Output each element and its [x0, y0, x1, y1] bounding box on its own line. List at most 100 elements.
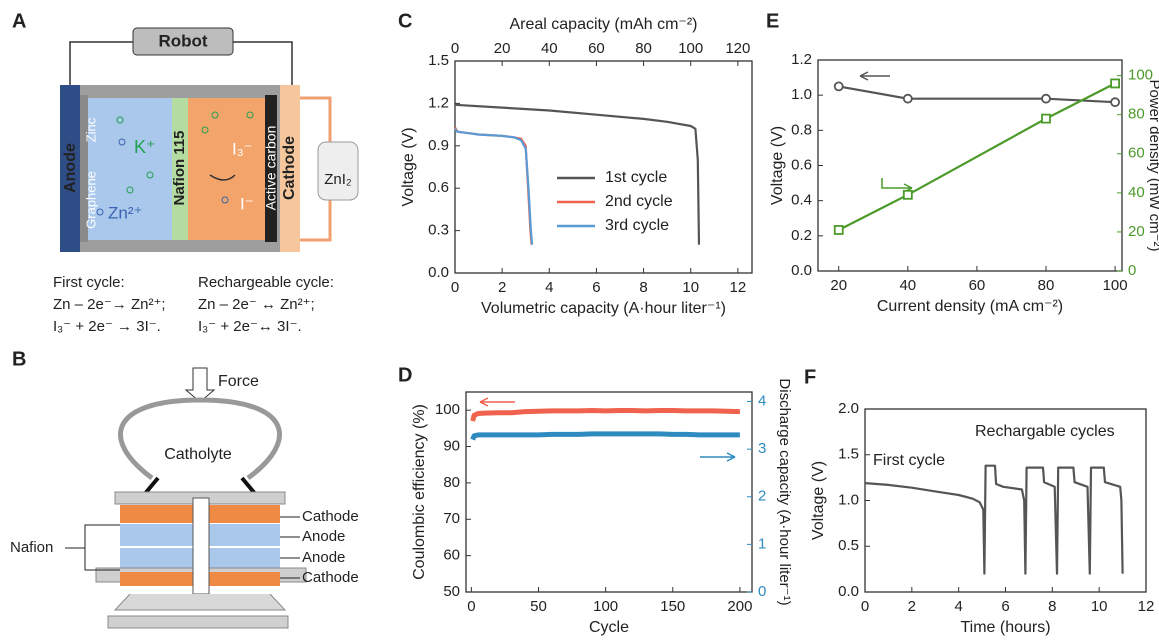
ions: [116, 111, 254, 194]
y-tick-label: 2.0: [838, 400, 859, 417]
y2-tick-label: 0: [1128, 262, 1136, 279]
axis-arrow: [700, 452, 736, 462]
eq-line: I₃⁻ + 2e⁻↔ 3I⁻.: [198, 318, 302, 335]
x2-tick-label: 40: [541, 40, 558, 57]
x-tick-label: 2: [498, 279, 506, 296]
eq-title: Rechargeable cycle:: [198, 274, 334, 291]
zni2-label: ZnI₂: [324, 171, 352, 188]
x-tick-label: 12: [1138, 598, 1155, 615]
x-tick-label: 8: [639, 279, 647, 296]
y-tick-label: 0.2: [791, 227, 812, 244]
x-tick-label: 2: [908, 598, 916, 615]
y2-tick-label: 60: [1128, 145, 1145, 162]
series-line: [470, 431, 740, 441]
panel-b: Force Catholyte Cathode Anode Anode Cath…: [10, 367, 359, 629]
nafion-label: Nafion: [10, 539, 53, 556]
center-post: [192, 497, 210, 595]
k-ion: K⁺: [134, 137, 156, 157]
zinc-label: Zinc: [83, 117, 98, 142]
graphene-strip: [80, 95, 88, 242]
x-tick-label: 100: [1103, 277, 1128, 294]
graphene-label: Graphene: [83, 171, 98, 229]
marker: [1041, 113, 1051, 124]
foot: [107, 615, 289, 629]
zni2-vessel: [317, 141, 359, 201]
robot-label: Robot: [158, 31, 207, 50]
x-tick-label: 10: [682, 279, 699, 296]
robot-box: [132, 27, 234, 56]
y-axis-label: Voltage (V): [810, 461, 827, 540]
x-tick-label: 10: [1091, 598, 1108, 615]
wire: [69, 41, 293, 88]
x-tick-label: 4: [954, 598, 962, 615]
catholyte-label: Catholyte: [164, 446, 232, 463]
eq-line: Zn – 2e⁻→ Zn²⁺;: [53, 296, 166, 313]
marker: [833, 225, 844, 235]
y-tick-label: 60: [443, 547, 460, 564]
x-tick-label: 0: [861, 598, 869, 615]
series-line: [838, 82, 1116, 231]
x-axis-label: Current density (mA cm⁻²): [877, 298, 1063, 315]
y2-axis-label: Power density (mW cm⁻²): [1146, 79, 1159, 251]
x-tick-label: 60: [969, 277, 986, 294]
marker: [1110, 97, 1120, 108]
y2-tick-label: 40: [1128, 184, 1145, 201]
y-axis-label: Voltage (V): [769, 126, 786, 205]
marker: [1041, 93, 1051, 104]
marker: [1110, 78, 1120, 89]
y2-tick-label: 100: [1128, 67, 1153, 84]
y2-axis-label: Discharge capacity (A·hour liter⁻¹): [776, 378, 793, 605]
panel-label: A: [12, 10, 26, 32]
series-line: [864, 464, 1124, 575]
y2-tick-label: 80: [1128, 106, 1145, 123]
x-tick-label: 0: [467, 598, 475, 615]
x2-tick-label: 80: [635, 40, 652, 57]
y2-tick-label: 0: [758, 583, 766, 600]
y-tick-label: 0.0: [838, 583, 859, 600]
x-axis-label: Cycle: [589, 619, 629, 636]
y-tick-label: 0.0: [791, 262, 812, 279]
leader-lines: [65, 516, 300, 579]
cathode-strip: [280, 85, 300, 252]
series-line: [454, 103, 701, 245]
x2-tick-label: 100: [678, 40, 703, 57]
anolyte: [88, 98, 172, 240]
eq-title: First cycle:: [53, 274, 125, 291]
layer-label: Cathode: [302, 569, 359, 586]
y-axis-label: Coulombic efficiency (%): [411, 404, 428, 580]
catholyte: [188, 98, 265, 240]
eq-line: I₃⁻ + 2e⁻ → 3I⁻.: [53, 318, 161, 335]
y2-tick-label: 2: [758, 488, 766, 505]
y-tick-label: 0.9: [428, 137, 449, 154]
panel-label: C: [398, 10, 412, 32]
eq-line: Zn – 2e⁻ ↔ Zn²⁺;: [198, 296, 315, 313]
anode-label: Anode: [62, 143, 79, 193]
panel-label: E: [766, 10, 779, 32]
x-tick-label: 6: [1001, 598, 1009, 615]
y-tick-label: 1.0: [791, 86, 812, 103]
annotation: Rechargable cycles: [975, 423, 1115, 440]
x-tick-label: 20: [830, 277, 847, 294]
y-tick-label: 50: [443, 583, 460, 600]
panel-a: Robot Anode Graphene Zinc Nafion 115 Act…: [53, 27, 359, 335]
x-tick-label: 50: [530, 598, 547, 615]
y-tick-label: 0.6: [791, 156, 812, 173]
x2-axis-label: Areal capacity (mAh cm⁻²): [509, 16, 697, 33]
y-tick-label: 1.2: [791, 51, 812, 68]
y-tick-label: 1.5: [428, 52, 449, 69]
series-line: [454, 128, 534, 245]
annotation: First cycle: [873, 452, 945, 469]
y2-tick-label: 1: [758, 535, 766, 552]
anode-strip: [60, 85, 80, 252]
series-line: [470, 408, 740, 422]
plot-frame: [465, 391, 753, 593]
x-axis-label: Volumetric capacity (A·hour liter⁻¹): [481, 300, 726, 317]
x2-tick-label: 20: [494, 40, 511, 57]
carbon-strip: [265, 95, 277, 242]
i3-ion: I₃⁻: [232, 139, 253, 158]
y-tick-label: 100: [435, 401, 460, 418]
y-tick-label: 1.5: [838, 446, 859, 463]
marker: [833, 81, 844, 92]
marker: [902, 93, 913, 104]
